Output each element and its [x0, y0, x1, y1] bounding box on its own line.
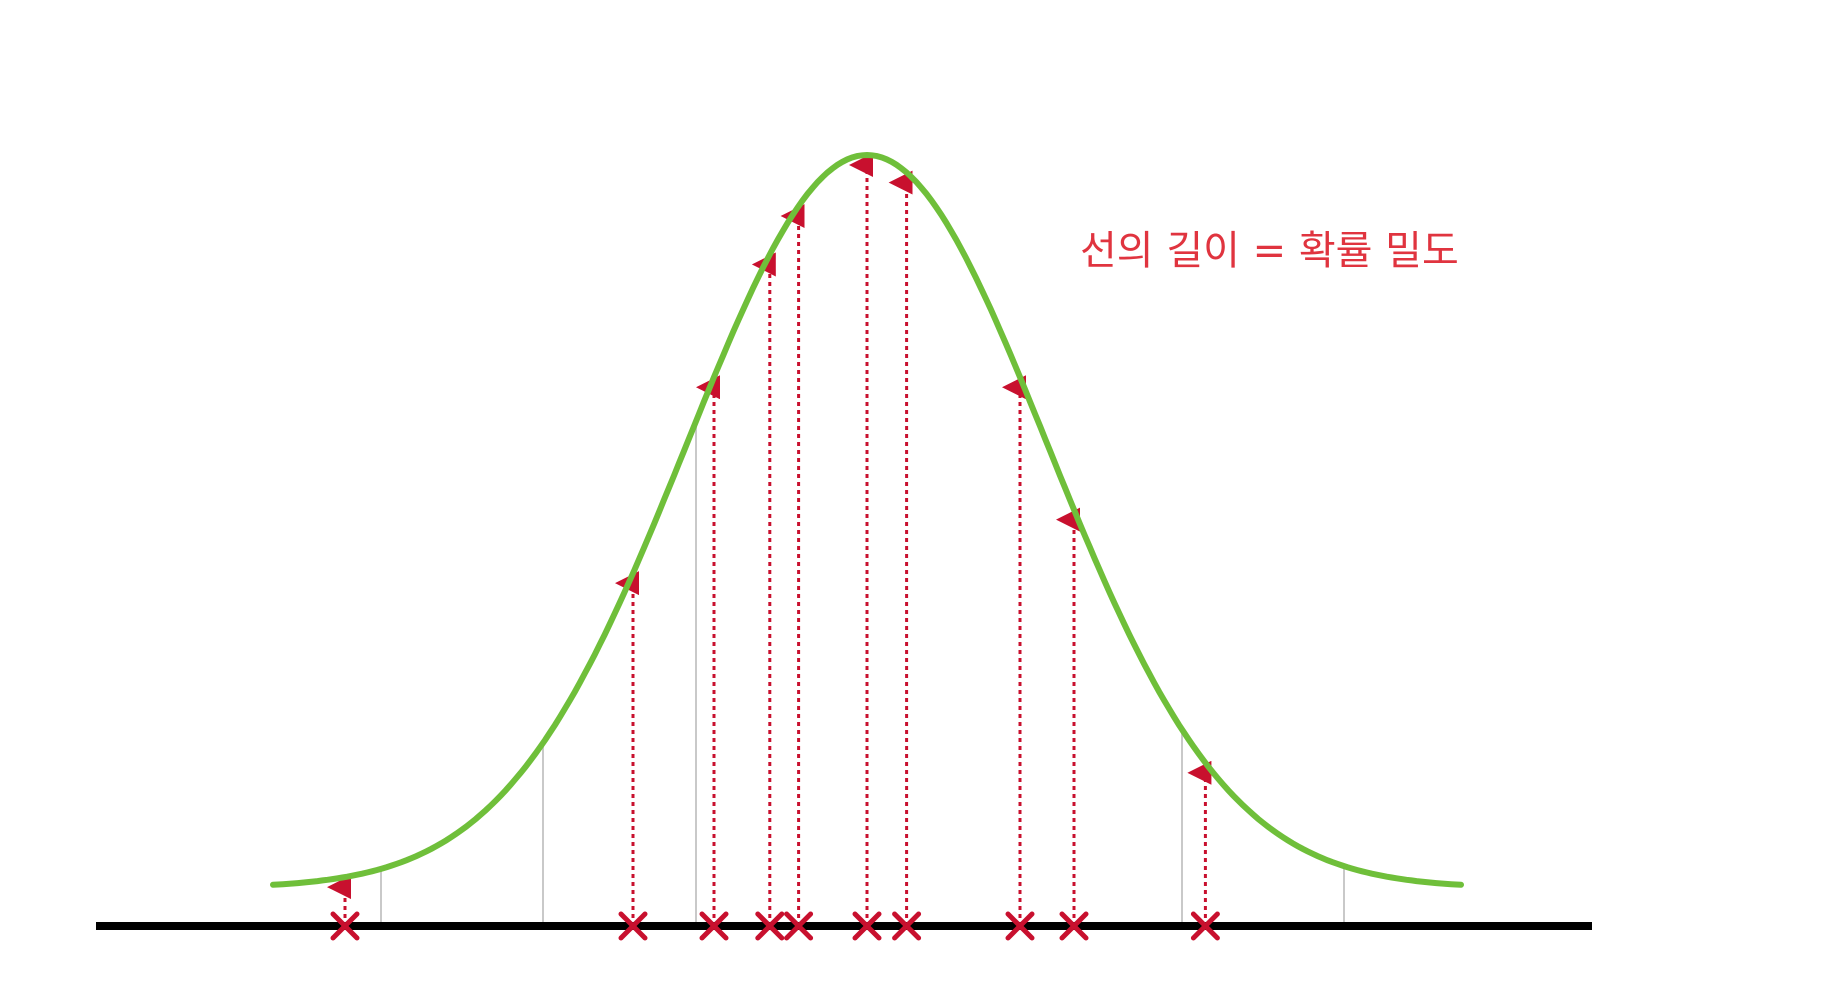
- x-mark-icon: [699, 911, 729, 941]
- guide-lines: [380, 421, 1345, 926]
- x-mark-icon: [892, 911, 922, 941]
- x-mark-icon: [618, 911, 648, 941]
- density-arrows: [327, 153, 1212, 918]
- sample-markers: [330, 911, 1220, 941]
- annotation-label: 선의 길이 = 확률 밀도: [1080, 228, 1459, 274]
- x-mark-icon: [1190, 911, 1220, 941]
- x-mark-icon: [330, 911, 360, 941]
- x-mark-icon: [755, 911, 785, 941]
- x-mark-icon: [1059, 911, 1089, 941]
- x-mark-icon: [784, 911, 814, 941]
- density-curve: [270, 151, 1464, 888]
- x-mark-icon: [852, 911, 882, 941]
- x-mark-icon: [1005, 911, 1035, 941]
